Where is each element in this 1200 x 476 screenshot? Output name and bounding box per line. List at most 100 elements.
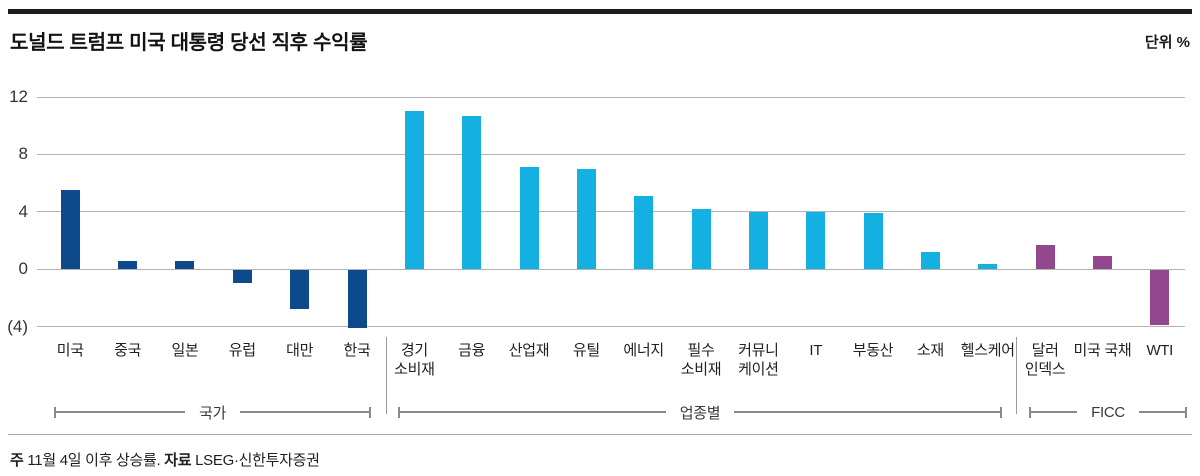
x-tick-label-line: 소비재: [394, 361, 435, 378]
x-tick-label-line: 한국: [343, 342, 371, 359]
x-tick-label-line: 대만: [286, 342, 314, 359]
x-tick-label-line: WTI: [1146, 342, 1174, 359]
gridline: [37, 326, 1185, 328]
footnote-source-text: LSEG·신한투자증권: [191, 452, 320, 469]
bar: [576, 168, 596, 270]
footnote-rule: [8, 434, 1192, 435]
x-tick-label-line: 헬스케어: [960, 342, 1015, 359]
x-tick-label: 중국: [83, 341, 173, 360]
bar: [347, 270, 367, 328]
x-tick-label: 유틸: [541, 341, 631, 360]
bracket-tick: [1029, 406, 1032, 418]
bar: [748, 211, 768, 270]
bar: [920, 252, 940, 270]
x-tick-label: 한국: [312, 341, 402, 360]
footnote-source-label: 자료: [164, 452, 192, 469]
x-tick-label: 부동산: [828, 341, 918, 360]
bar: [290, 270, 310, 310]
bar: [1092, 256, 1112, 270]
x-tick-label-line: 필수: [687, 342, 715, 359]
bar: [978, 263, 998, 270]
x-tick-label-line: 유틸: [572, 342, 600, 359]
bracket-tick: [369, 406, 371, 418]
bracket-line: [400, 411, 666, 413]
group-divider: [1016, 337, 1018, 414]
bar: [519, 167, 539, 270]
y-tick-label: 8: [18, 144, 28, 164]
y-tick-label: 12: [9, 87, 28, 106]
gridline: [37, 268, 1185, 270]
y-tick-label: 4: [18, 201, 28, 221]
x-tick-label-line: 중국: [114, 342, 142, 359]
x-tick-label-line: 부동산: [852, 342, 894, 359]
bracket-line: [734, 411, 1000, 413]
x-tick-label-line: 유럽: [228, 342, 256, 359]
bracket-tick: [1185, 406, 1187, 418]
bracket-tick: [54, 406, 57, 418]
group-label: FICC: [1091, 403, 1125, 421]
bracket-line: [240, 411, 369, 413]
bracket-line: [56, 411, 186, 413]
y-tick-label: 0: [18, 259, 28, 279]
x-tick-label-line: IT: [809, 342, 823, 359]
x-tick-label: 소재: [885, 341, 975, 360]
x-tick-label-line: 달러: [1031, 342, 1059, 359]
bar: [60, 190, 80, 270]
bar: [634, 196, 654, 270]
x-tick-label-line: 에너지: [623, 342, 664, 359]
bracket-tick: [999, 406, 1002, 418]
x-tick-label-line: 케이션: [738, 361, 779, 378]
x-tick-label: 에너지: [599, 341, 689, 360]
bracket-line: [1031, 411, 1078, 413]
x-tick-label: 미국 국채: [1057, 341, 1147, 360]
bar: [118, 260, 138, 270]
x-tick-label: WTI: [1115, 341, 1200, 360]
footnote-note-text: 11월 4일 이후 상승률.: [23, 452, 165, 469]
x-tick-label-line: 일본: [171, 342, 199, 359]
gridline: [37, 96, 1185, 98]
x-tick-label-line: 금융: [458, 342, 486, 359]
bracket-line: [1138, 411, 1185, 413]
x-tick-label-line: 커뮤니: [738, 342, 779, 359]
bar: [806, 211, 826, 270]
x-tick-label: IT: [771, 341, 861, 360]
chart-title: 도널드 트럼프 미국 대통령 당선 직후 수익률: [10, 32, 368, 54]
y-axis: 12 8 4 0 (4): [0, 87, 28, 336]
y-tick-label: (4): [7, 316, 28, 336]
bar: [691, 209, 711, 270]
plot-area: 미국 중국 일본 유럽 대만 한국 경기 소비재 금융 산업재 유틸 에너지 필수 소비재 커뮤니 케이션 IT…: [37, 96, 1185, 378]
bar: [175, 260, 195, 270]
bar: [1150, 270, 1170, 325]
x-tick-label-line: 산업재: [508, 342, 550, 359]
bar: [232, 270, 252, 284]
group-bracket: FICC: [1029, 403, 1187, 421]
x-tick-label: 미국: [25, 341, 115, 360]
x-tick-label: 유럽: [197, 341, 287, 360]
x-tick-label: 산업재: [484, 341, 574, 360]
footnote: 주 11월 4일 이후 상승률. 자료 LSEG·신한투자증권: [10, 449, 320, 470]
x-tick-label-line: 미국: [56, 342, 84, 359]
x-tick-label-line: 소재: [916, 342, 944, 359]
group-bracket: 업종별: [398, 405, 1002, 422]
bar: [404, 111, 424, 270]
x-tick-label-line: 미국 국채: [1073, 342, 1132, 359]
bracket-tick: [398, 406, 401, 418]
bar: [863, 213, 883, 270]
gridline: [37, 211, 1185, 213]
x-tick-label: 대만: [255, 341, 345, 360]
x-tick-label-line: 경기: [400, 342, 428, 359]
group-label: 국가: [199, 404, 227, 422]
x-tick-label-line: 인덱스: [1024, 361, 1066, 378]
x-tick-label-line: 소비재: [680, 361, 722, 378]
unit-label: 단위 %: [1144, 34, 1190, 51]
group-bracket: 국가: [54, 405, 371, 422]
group-label: 업종별: [679, 404, 721, 422]
bar: [462, 115, 482, 270]
footnote-note-label: 주: [10, 452, 24, 469]
x-tick-label: 헬스케어: [943, 341, 1033, 360]
top-rule: [8, 9, 1192, 14]
